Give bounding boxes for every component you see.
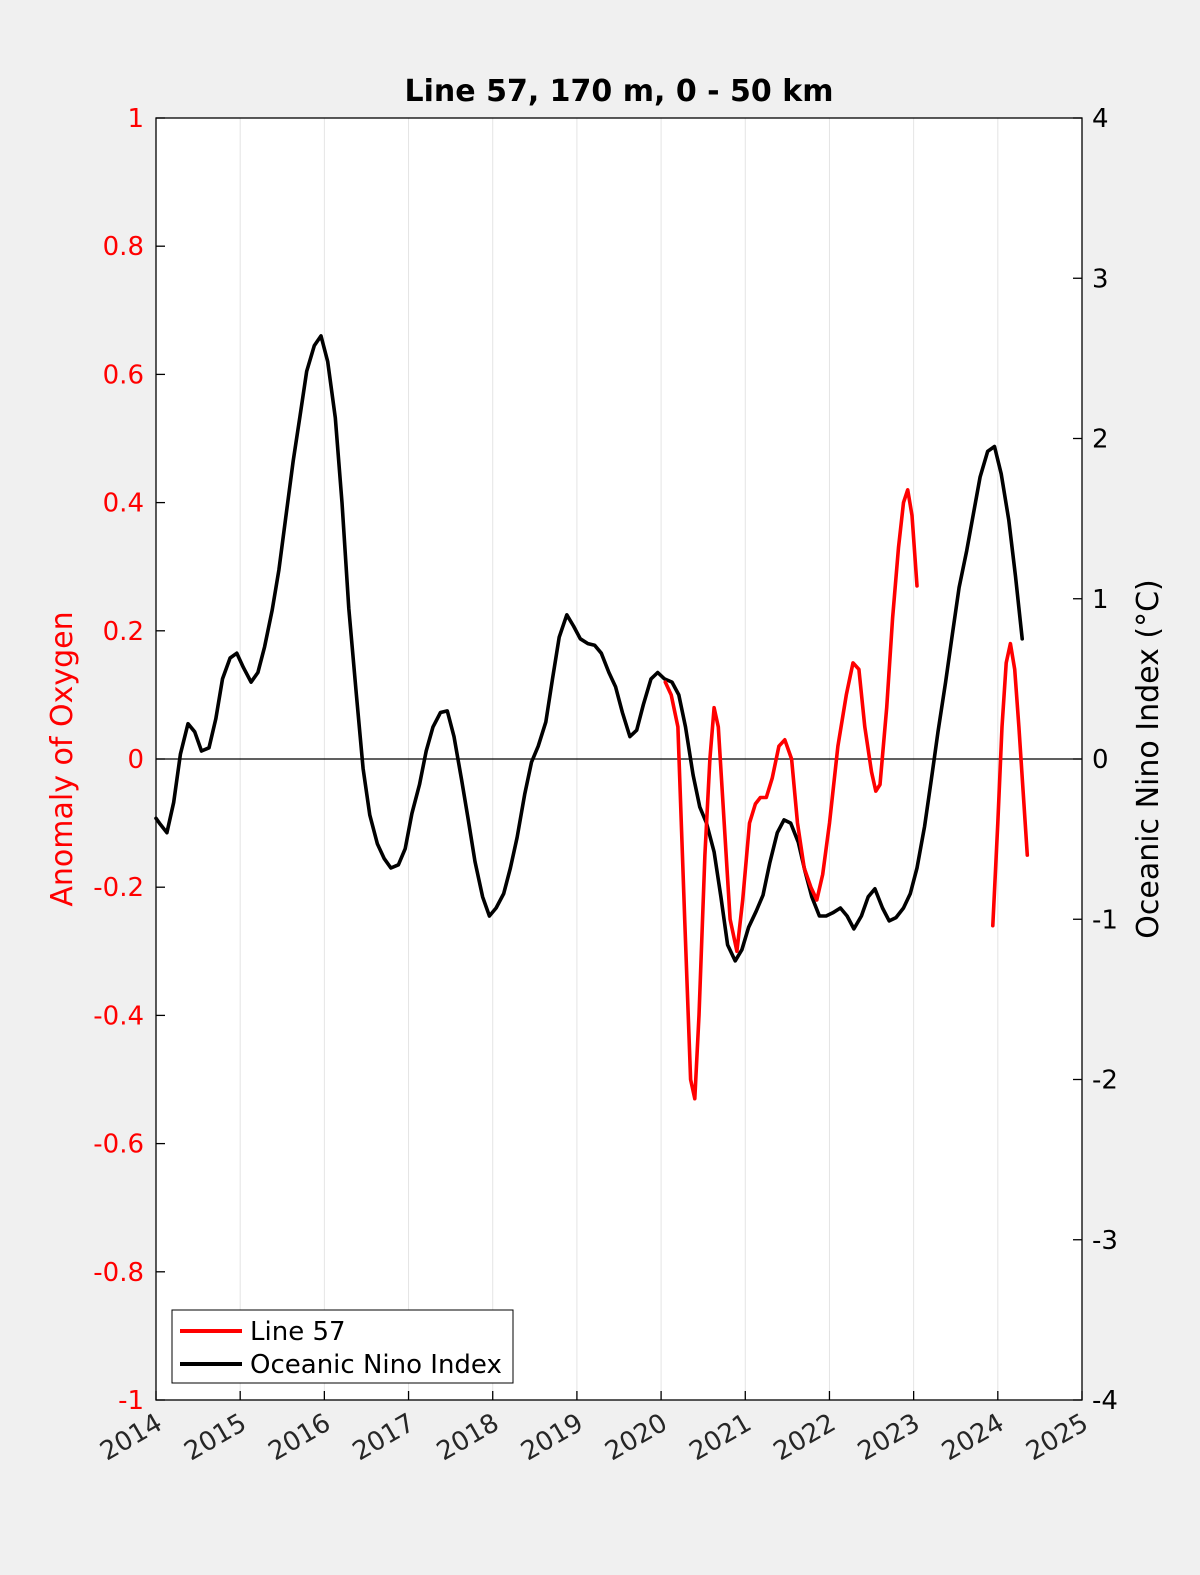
y-right-tick-label: 3 (1092, 264, 1109, 294)
y-right-tick-label: 1 (1092, 585, 1109, 615)
x-tick-label: 2021 (684, 1408, 756, 1467)
y-left-tick-label: -0.2 (93, 873, 144, 903)
y-left-tick-label: 0.4 (103, 489, 144, 519)
right-y-axis-title: Oceanic Nino Index (°C) (1131, 579, 1166, 939)
y-left-tick-label: -0.8 (93, 1258, 144, 1288)
y-left-tick-label: 0.8 (103, 232, 144, 262)
left-y-axis: 1 0.8 0.6 0.4 0.2 0 -0.2 -0.4 -0.6 -0.8 -1 (93, 104, 165, 1416)
y-right-tick-label: 4 (1092, 104, 1109, 134)
x-tick-label: 2017 (348, 1408, 420, 1467)
x-tick-label: 2014 (95, 1408, 167, 1467)
y-left-tick-label: 0.2 (103, 617, 144, 647)
right-y-axis: 4 3 2 1 0 -1 -2 -3 -4 (1073, 104, 1118, 1416)
left-y-axis-title: Anomaly of Oxygen (45, 611, 80, 906)
legend-box (171, 1309, 514, 1384)
x-tick-label: 2024 (937, 1408, 1009, 1467)
series-layer (154, 334, 1030, 1101)
y-left-tick-label: -0.6 (93, 1130, 144, 1160)
y-left-tick-label: -1 (118, 1386, 144, 1416)
x-tick-label: 2020 (600, 1408, 672, 1467)
legend: Line 57 Oceanic Nino Index (171, 1309, 514, 1384)
y-left-tick-label: 0 (127, 745, 144, 775)
y-right-tick-label: -4 (1092, 1386, 1118, 1416)
chart-title: Line 57, 170 m, 0 - 50 km (405, 74, 834, 109)
y-right-tick-label: -3 (1092, 1226, 1118, 1256)
y-left-tick-label: 1 (127, 104, 144, 134)
y-right-tick-label: -2 (1092, 1066, 1118, 1096)
y-right-tick-label: 2 (1092, 425, 1109, 455)
x-tick-label: 2019 (516, 1408, 588, 1467)
x-tick-label: 2018 (432, 1408, 504, 1467)
y-right-tick-label: 0 (1092, 745, 1109, 775)
y-left-tick-label: 0.6 (103, 360, 144, 390)
x-tick-label: 2015 (179, 1408, 251, 1467)
x-axis: 2014 2015 2016 2017 2018 2019 2020 2021 2022 2023… (95, 1391, 1094, 1467)
x-tick-label: 2023 (853, 1408, 925, 1467)
y-right-tick-label: -1 (1092, 905, 1118, 935)
series-line-oceanic-nino-index (154, 334, 1024, 963)
series-line-line-57 (991, 641, 1030, 928)
series-line-line-57 (663, 488, 919, 1101)
legend-label-line57: Line 57 (250, 1317, 346, 1347)
y-left-tick-label: -0.4 (93, 1001, 144, 1031)
x-tick-label: 2022 (769, 1408, 841, 1467)
x-tick-label: 2025 (1021, 1408, 1093, 1467)
x-tick-label: 2016 (264, 1408, 336, 1467)
legend-label-oni: Oceanic Nino Index (250, 1350, 502, 1380)
